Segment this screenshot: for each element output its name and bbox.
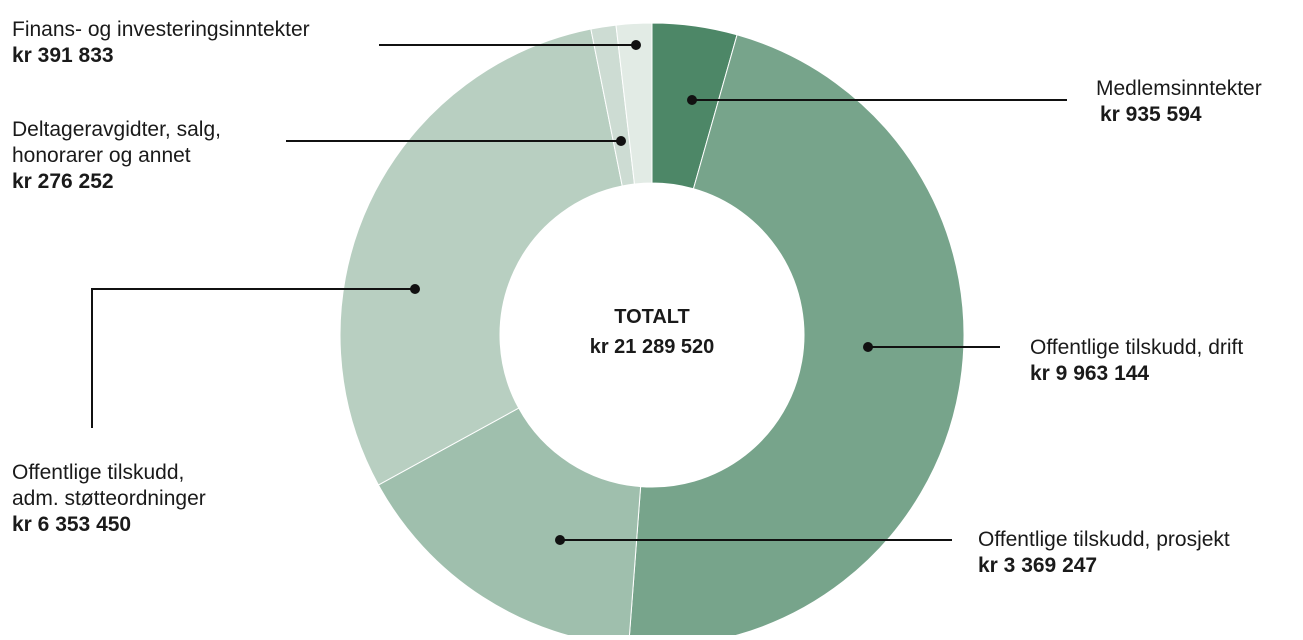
label-prosjekt-name: Offentlige tilskudd, prosjekt bbox=[978, 528, 1230, 551]
leader-adm-line bbox=[91, 288, 415, 428]
label-deltager: Deltageravgidter, salg, honorarer og ann… bbox=[12, 117, 221, 195]
label-adm-line2: adm. støtteordninger bbox=[12, 487, 206, 510]
label-medlem-amount: kr 935 594 bbox=[1100, 103, 1202, 126]
label-adm-line1: Offentlige tilskudd, bbox=[12, 461, 185, 484]
label-deltager-line2: honorarer og annet bbox=[12, 144, 191, 167]
label-medlem: Medlemsinntekter kr 935 594 bbox=[1096, 76, 1262, 128]
leader-drift-dot bbox=[863, 342, 873, 352]
label-deltager-amount: kr 276 252 bbox=[12, 170, 114, 193]
slice-finans bbox=[615, 22, 653, 185]
label-prosjekt-amount: kr 3 369 247 bbox=[978, 554, 1098, 577]
leader-adm-dot bbox=[410, 284, 420, 294]
leader-prosjekt-dot bbox=[555, 535, 565, 545]
label-finans-name: Finans- og investeringsinntekter bbox=[12, 18, 310, 41]
label-adm: Offentlige tilskudd, adm. støtteordninge… bbox=[12, 460, 206, 538]
label-drift: Offentlige tilskudd, drift kr 9 963 144 bbox=[1030, 335, 1243, 387]
center-total: TOTALT kr 21 289 520 bbox=[552, 302, 752, 362]
label-finans-amount: kr 391 833 bbox=[12, 44, 114, 67]
label-medlem-name: Medlemsinntekter bbox=[1096, 77, 1262, 100]
label-drift-name: Offentlige tilskudd, drift bbox=[1030, 336, 1244, 359]
center-value: kr 21 289 520 bbox=[589, 336, 715, 358]
slice-adm bbox=[339, 28, 623, 486]
label-drift-amount: kr 9 963 144 bbox=[1030, 362, 1150, 385]
label-deltager-line1: Deltageravgidter, salg, bbox=[12, 118, 221, 141]
leader-medlem-dot bbox=[687, 95, 697, 105]
leader-deltager-dot bbox=[616, 136, 626, 146]
label-finans: Finans- og investeringsinntekter kr 391 … bbox=[12, 17, 310, 69]
slice-prosjekt bbox=[377, 407, 642, 640]
leader-finans-dot bbox=[631, 40, 641, 50]
label-adm-amount: kr 6 353 450 bbox=[12, 513, 132, 536]
label-prosjekt: Offentlige tilskudd, prosjekt kr 3 369 2… bbox=[978, 527, 1230, 579]
center-label: TOTALT bbox=[614, 306, 690, 328]
